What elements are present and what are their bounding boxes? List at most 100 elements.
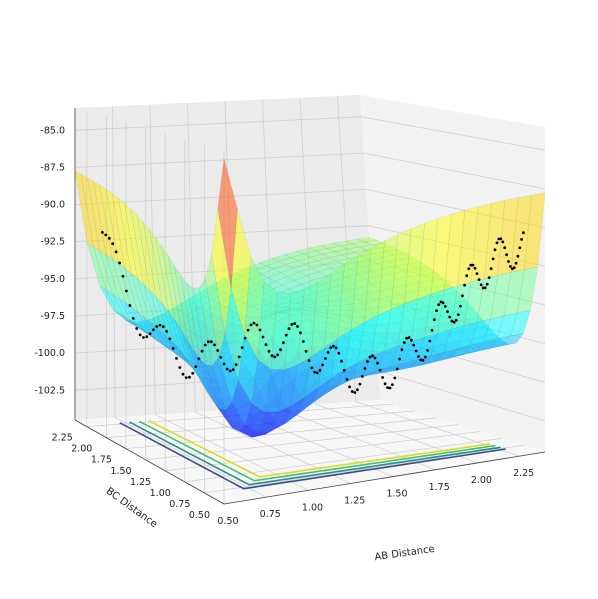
- trajectory-dot: [371, 354, 374, 358]
- trajectory-dot: [400, 348, 404, 352]
- trajectory-dot: [475, 272, 479, 275]
- trajectory-dot: [197, 357, 201, 361]
- trajectory-dot: [443, 305, 447, 308]
- surface-facet: [130, 208, 151, 291]
- z-tick-label: -100.0: [34, 348, 65, 359]
- trajectory-dot: [366, 360, 369, 363]
- trajectory-dot: [310, 366, 314, 370]
- trajectory-dot: [145, 335, 149, 339]
- trajectory-dot: [520, 238, 523, 241]
- surface-facet: [489, 335, 511, 349]
- trajectory-dot: [299, 331, 302, 335]
- pane-floor: [75, 400, 545, 504]
- y-tick-label: 1.75: [91, 455, 112, 466]
- surface-facet: [309, 253, 331, 261]
- surface-facet: [231, 379, 252, 426]
- x-tick-label: 0.75: [260, 509, 281, 520]
- trajectory-dot: [407, 336, 411, 339]
- contour-line: [119, 422, 506, 490]
- surface-facet: [390, 341, 412, 367]
- potential-energy-surface: [74, 158, 546, 438]
- surface-facet: [205, 254, 226, 358]
- trajectory-dot: [231, 368, 235, 371]
- grid-line: [74, 152, 546, 190]
- surface-facet: [167, 255, 188, 341]
- trajectory-dot: [518, 246, 522, 250]
- tick-labels: 0.500.751.001.251.501.752.002.252.252.00…: [34, 125, 534, 527]
- contour-projection: [119, 419, 506, 490]
- trajectory-dot: [111, 242, 115, 246]
- trajectory-dot: [437, 303, 441, 306]
- surface-facet: [156, 326, 176, 354]
- trajectory-dot: [191, 371, 195, 375]
- trajectory-dot: [477, 278, 481, 281]
- trajectory-dot: [388, 386, 392, 390]
- surface-facet: [524, 192, 546, 270]
- x-tick-label: 2.00: [471, 475, 492, 486]
- trajectory-dot: [393, 376, 397, 380]
- y-tick-label: 1.50: [110, 466, 131, 477]
- surface-facet: [397, 359, 419, 371]
- trajectory-dot: [485, 282, 489, 286]
- trajectory-dot: [479, 283, 483, 287]
- trajectory-dot: [158, 323, 162, 327]
- trajectory-dot: [138, 333, 142, 337]
- surface-facet: [270, 291, 292, 370]
- trajectory-dot: [293, 322, 297, 325]
- trajectory-dot: [287, 327, 291, 330]
- trajectory-dot: [273, 355, 277, 359]
- y-tick-label: 0.50: [189, 510, 210, 521]
- trajectory-dot: [368, 355, 372, 359]
- surface-facet: [437, 285, 458, 334]
- trajectory-dot: [481, 286, 485, 290]
- trajectory-dot: [279, 348, 282, 352]
- surface-facet: [299, 267, 320, 277]
- trajectory-dot: [219, 356, 223, 359]
- trajectory-dot: [358, 382, 362, 386]
- surface-facet: [350, 247, 372, 331]
- trajectory-dot: [337, 351, 341, 355]
- surface-facet: [205, 364, 226, 411]
- surface-facet: [297, 257, 318, 265]
- trajectory-dot: [473, 266, 477, 270]
- surface-facet: [337, 255, 359, 339]
- trajectory-dot: [345, 378, 349, 381]
- trajectory-dot: [456, 313, 460, 316]
- trajectory-dot: [237, 355, 241, 359]
- trajectory-dot: [181, 372, 185, 376]
- surface-facet: [86, 242, 107, 291]
- trajectory-dot: [503, 246, 507, 250]
- trajectory-dot: [450, 319, 454, 323]
- y-tick-label: 1.25: [130, 477, 151, 488]
- trajectory-dot: [356, 388, 359, 392]
- x-tick-label: 2.25: [513, 468, 534, 479]
- trajectory-dot: [507, 260, 510, 263]
- trajectory-dot: [414, 349, 418, 353]
- trajectory-dot: [304, 349, 308, 353]
- z-tick-label: -95.0: [40, 274, 65, 285]
- trajectory-dot: [348, 385, 351, 389]
- trajectory-dot: [168, 337, 172, 341]
- trajectory-dot: [243, 336, 247, 340]
- trajectory-dot: [452, 320, 456, 324]
- trajectory-dot: [222, 362, 226, 366]
- surface-facet: [112, 193, 132, 274]
- trajectory-dot: [465, 274, 469, 278]
- trajectory-dot: [426, 349, 429, 352]
- trajectory-dot: [514, 261, 518, 265]
- y-tick-label: 2.00: [71, 444, 92, 455]
- trajectory-dot: [402, 341, 406, 344]
- trajectory-dot: [501, 240, 505, 244]
- surface-facet: [457, 206, 479, 286]
- trajectory-dot: [313, 370, 316, 374]
- trajectory-dot: [361, 375, 364, 378]
- trajectory-dot: [258, 328, 262, 332]
- grid-line: [337, 95, 520, 457]
- trajectory-dot: [142, 336, 145, 339]
- trajectory-dot: [332, 344, 335, 348]
- trajectory-dot: [101, 231, 104, 234]
- trajectory-dot: [155, 325, 159, 328]
- contour-line: [129, 421, 501, 486]
- surface-facet: [290, 253, 311, 262]
